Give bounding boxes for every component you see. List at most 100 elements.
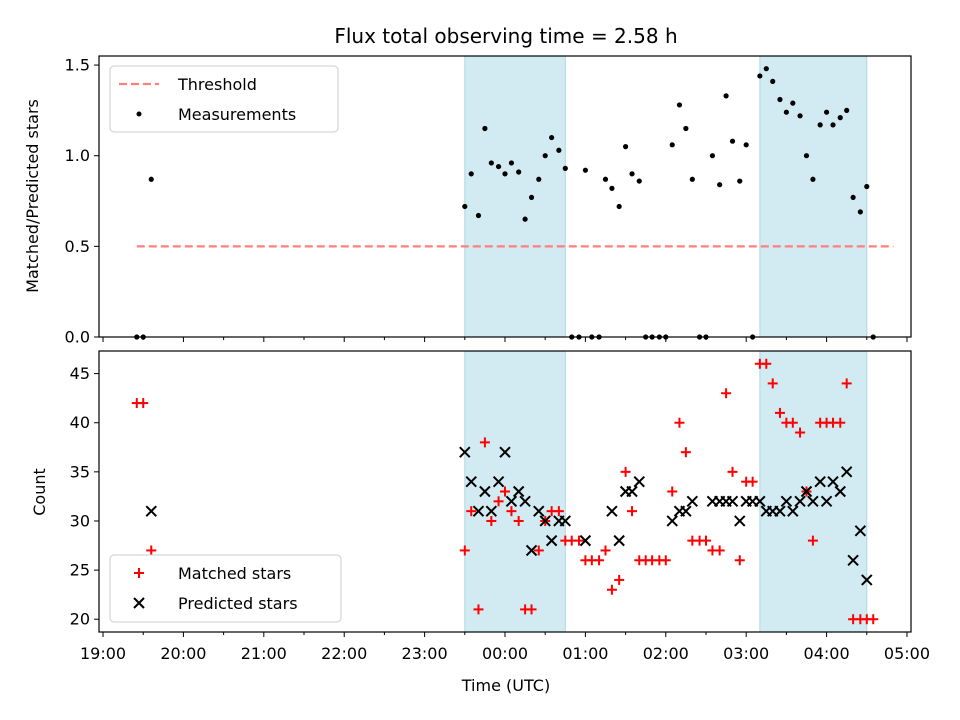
matched-point <box>841 378 852 389</box>
measurement-point <box>683 125 689 132</box>
predicted-point <box>485 505 498 517</box>
predicted-point <box>820 495 833 508</box>
measurement-point <box>562 165 568 171</box>
predicted-point <box>680 505 692 517</box>
matched-point <box>506 506 517 517</box>
matched-point <box>680 447 691 458</box>
predicted-point <box>840 466 853 478</box>
x-tick-label: 05:00 <box>884 644 930 663</box>
legend-measurements-swatch <box>136 111 142 117</box>
matched-point <box>627 506 638 517</box>
predicted-point <box>505 495 518 508</box>
measurement-point <box>556 147 562 153</box>
measurement-point <box>528 194 535 201</box>
y-tick-label: 0.5 <box>65 237 90 256</box>
matched-point <box>466 506 477 517</box>
measurement-point <box>810 176 816 182</box>
measurement-point <box>622 144 629 150</box>
predicted-point <box>559 515 572 527</box>
measurement-point <box>502 171 508 177</box>
measurement-point <box>763 66 769 72</box>
matched-point <box>479 437 490 448</box>
matched-point <box>667 486 678 497</box>
legend-counts: Matched stars Predicted stars <box>109 554 342 623</box>
measurement-point <box>817 122 823 128</box>
predicted-point <box>533 505 545 517</box>
measurement-point <box>864 183 870 190</box>
matched-point <box>868 614 879 625</box>
measurement-point <box>602 176 609 182</box>
predicted-point <box>726 495 739 508</box>
measurement-point <box>790 100 796 106</box>
y-tick-label: 25 <box>70 561 90 580</box>
measurement-point <box>669 142 675 148</box>
measurement-point <box>609 185 615 191</box>
matched-point <box>795 427 806 438</box>
x-tick-label: 20:00 <box>160 644 206 663</box>
predicted-point <box>459 446 471 458</box>
predicted-point <box>827 475 839 488</box>
predicted-point <box>754 495 766 508</box>
predicted-point <box>834 485 846 498</box>
measurement-point <box>770 78 776 84</box>
measurement-point <box>495 163 502 170</box>
predicted-point <box>606 505 618 517</box>
highlight-span <box>464 350 566 633</box>
measurement-point <box>522 216 528 222</box>
predicted-point <box>633 475 645 488</box>
measurement-point <box>803 153 810 159</box>
y-tick-label: 40 <box>70 413 90 432</box>
x-tick-label: 04:00 <box>804 644 850 663</box>
matched-point <box>138 398 149 409</box>
x-tick-label: 02:00 <box>643 644 689 663</box>
measurement-point <box>743 142 749 148</box>
highlight-span <box>464 55 566 338</box>
y-tick-label: 0.0 <box>65 328 90 347</box>
predicted-point <box>847 554 859 566</box>
predicted-point <box>854 525 867 537</box>
legend-matched-swatch <box>134 568 144 578</box>
measurement-point <box>717 182 723 188</box>
measurement-point <box>689 176 695 182</box>
measurement-point <box>508 160 515 166</box>
measurement-point <box>797 113 803 119</box>
legend-ratio: Threshold Measurements <box>109 65 339 133</box>
y-axis-label-count: Count <box>30 468 49 516</box>
predicted-point <box>519 495 531 508</box>
measurement-point <box>844 107 850 113</box>
matched-point <box>526 604 537 615</box>
x-tick-label: 03:00 <box>723 644 769 663</box>
matched-point <box>500 486 510 497</box>
predicted-point <box>800 485 813 498</box>
x-axis-label: Time (UTC) <box>461 676 550 695</box>
chart-title: Flux total observing time = 2.58 h <box>334 24 677 48</box>
predicted-point <box>626 485 638 498</box>
x-tick-label: 21:00 <box>241 644 287 663</box>
measurement-point <box>462 203 468 210</box>
matched-point <box>767 378 778 389</box>
matched-point <box>787 417 798 428</box>
matched-point <box>620 466 631 477</box>
legend-matched-label: Matched stars <box>178 564 291 583</box>
matched-point <box>600 545 611 556</box>
matched-point <box>606 584 617 595</box>
measurement-point <box>475 212 482 219</box>
matched-point <box>614 574 625 585</box>
matched-point <box>594 555 605 566</box>
predicted-point <box>794 495 806 508</box>
legend-measurements-label: Measurements <box>178 105 296 124</box>
matched-point <box>747 476 758 487</box>
predicted-point <box>545 534 558 547</box>
y-tick-label: 30 <box>70 511 90 530</box>
measurement-point <box>830 122 836 128</box>
matched-point <box>835 417 846 428</box>
x-tick-label: 22:00 <box>321 644 367 663</box>
y-axis-label-ratio: Matched/Predicted stars <box>23 99 42 293</box>
matched-point <box>774 407 785 418</box>
matched-point <box>573 535 584 546</box>
measurement-point <box>737 178 743 184</box>
matched-point <box>493 496 504 507</box>
x-tick-label: 19:00 <box>80 644 126 663</box>
y-tick-label: 1.5 <box>65 56 90 75</box>
